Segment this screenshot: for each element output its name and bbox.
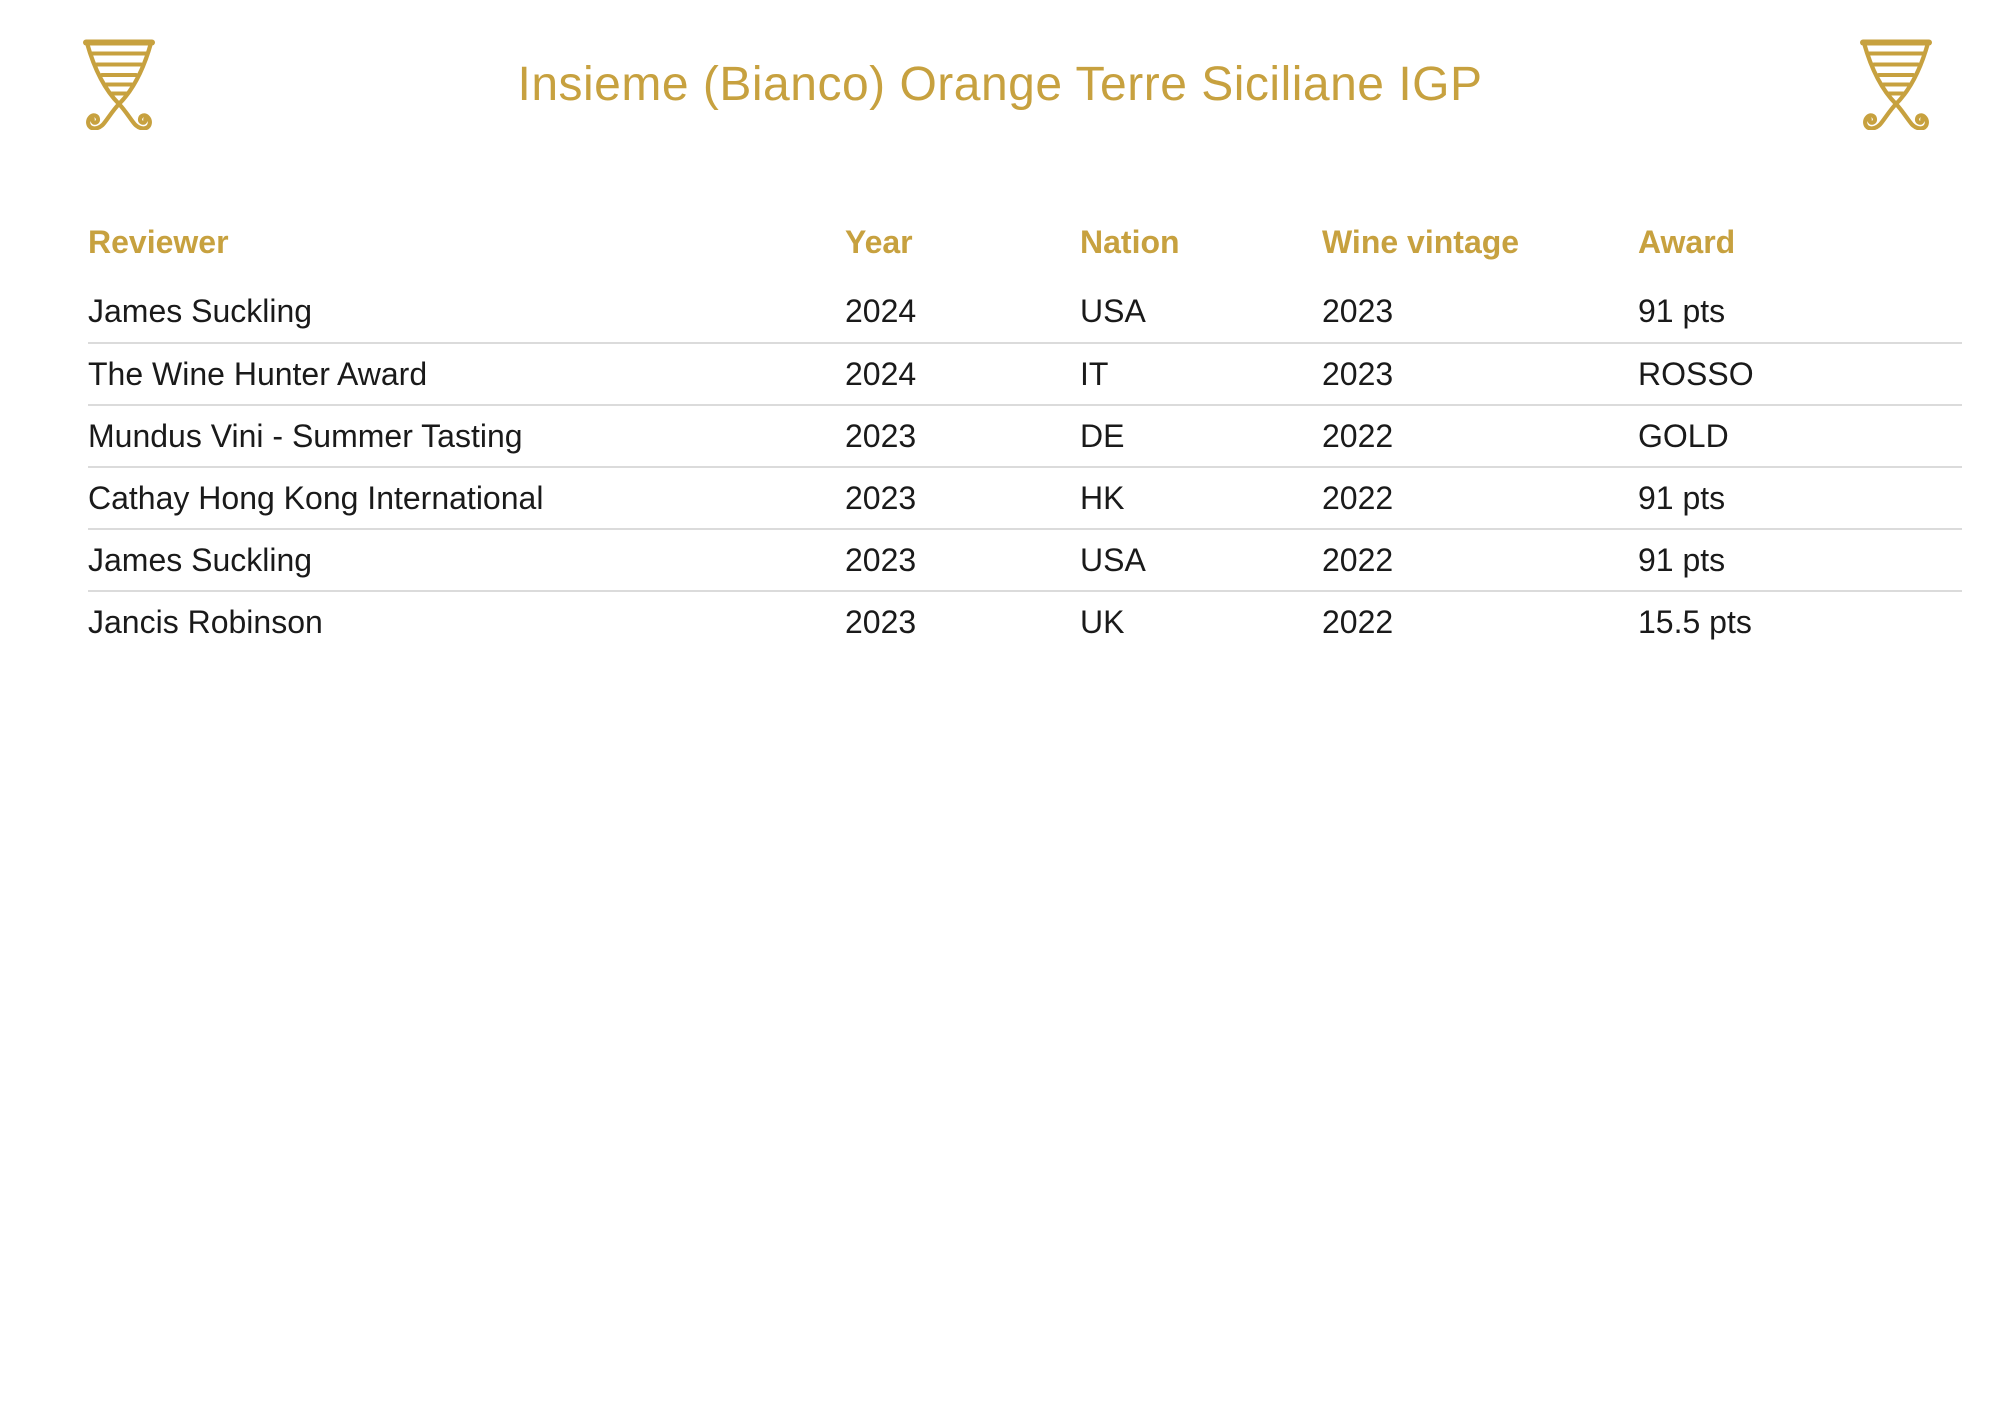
table-body: James Suckling 2024 USA 2023 91 pts The … bbox=[88, 280, 1962, 652]
cell-year: 2023 bbox=[845, 541, 917, 578]
cell-wine-vintage: 2022 bbox=[1322, 479, 1394, 516]
cell-nation: UK bbox=[1080, 603, 1125, 640]
page-header: Insieme (Bianco) Orange Terre Siciliane … bbox=[0, 0, 2000, 205]
column-header-year: Year bbox=[845, 224, 913, 260]
cell-year: 2023 bbox=[845, 603, 917, 640]
cell-reviewer: Mundus Vini - Summer Tasting bbox=[88, 417, 523, 454]
cell-nation: HK bbox=[1080, 479, 1125, 516]
cell-nation: USA bbox=[1080, 292, 1146, 329]
cell-award: ROSSO bbox=[1638, 355, 1754, 392]
cell-award: 91 pts bbox=[1638, 541, 1726, 578]
cell-year: 2023 bbox=[845, 417, 917, 454]
cell-reviewer: Jancis Robinson bbox=[88, 603, 323, 640]
cell-wine-vintage: 2022 bbox=[1322, 541, 1394, 578]
cell-reviewer: The Wine Hunter Award bbox=[88, 355, 428, 392]
table-row: Cathay Hong Kong International 2023 HK 2… bbox=[88, 466, 1962, 528]
cell-wine-vintage: 2022 bbox=[1322, 417, 1394, 454]
winery-crest-icon bbox=[1860, 38, 1932, 130]
column-header-wine-vintage: Wine vintage bbox=[1322, 224, 1520, 260]
cell-wine-vintage: 2022 bbox=[1322, 603, 1394, 640]
cell-reviewer: Cathay Hong Kong International bbox=[88, 479, 544, 516]
cell-nation: IT bbox=[1080, 355, 1109, 392]
cell-nation: DE bbox=[1080, 417, 1125, 454]
cell-award: 91 pts bbox=[1638, 292, 1726, 329]
cell-reviewer: James Suckling bbox=[88, 541, 313, 578]
cell-nation: USA bbox=[1080, 541, 1146, 578]
cell-award: GOLD bbox=[1638, 417, 1729, 454]
cell-reviewer: James Suckling bbox=[88, 292, 313, 329]
cell-award: 91 pts bbox=[1638, 479, 1726, 516]
cell-year: 2024 bbox=[845, 292, 917, 329]
cell-year: 2024 bbox=[845, 355, 917, 392]
cell-wine-vintage: 2023 bbox=[1322, 355, 1394, 392]
table-row: Jancis Robinson 2023 UK 2022 15.5 pts bbox=[88, 590, 1962, 652]
cell-wine-vintage: 2023 bbox=[1322, 292, 1394, 329]
table-row: James Suckling 2024 USA 2023 91 pts bbox=[88, 280, 1962, 342]
table-header-row: Reviewer Year Nation Wine vintage Award bbox=[88, 205, 1962, 280]
page-title: Insieme (Bianco) Orange Terre Siciliane … bbox=[517, 58, 1483, 111]
winery-crest-icon bbox=[83, 38, 155, 130]
column-header-nation: Nation bbox=[1080, 224, 1180, 260]
cell-award: 15.5 pts bbox=[1638, 603, 1752, 640]
column-header-award: Award bbox=[1638, 224, 1736, 260]
cell-year: 2023 bbox=[845, 479, 917, 516]
column-header-reviewer: Reviewer bbox=[88, 224, 229, 260]
awards-table: Reviewer Year Nation Wine vintage Award … bbox=[88, 205, 1962, 652]
table-row: Mundus Vini - Summer Tasting 2023 DE 202… bbox=[88, 404, 1962, 466]
table-row: The Wine Hunter Award 2024 IT 2023 ROSSO bbox=[88, 342, 1962, 404]
table-row: James Suckling 2023 USA 2022 91 pts bbox=[88, 528, 1962, 590]
